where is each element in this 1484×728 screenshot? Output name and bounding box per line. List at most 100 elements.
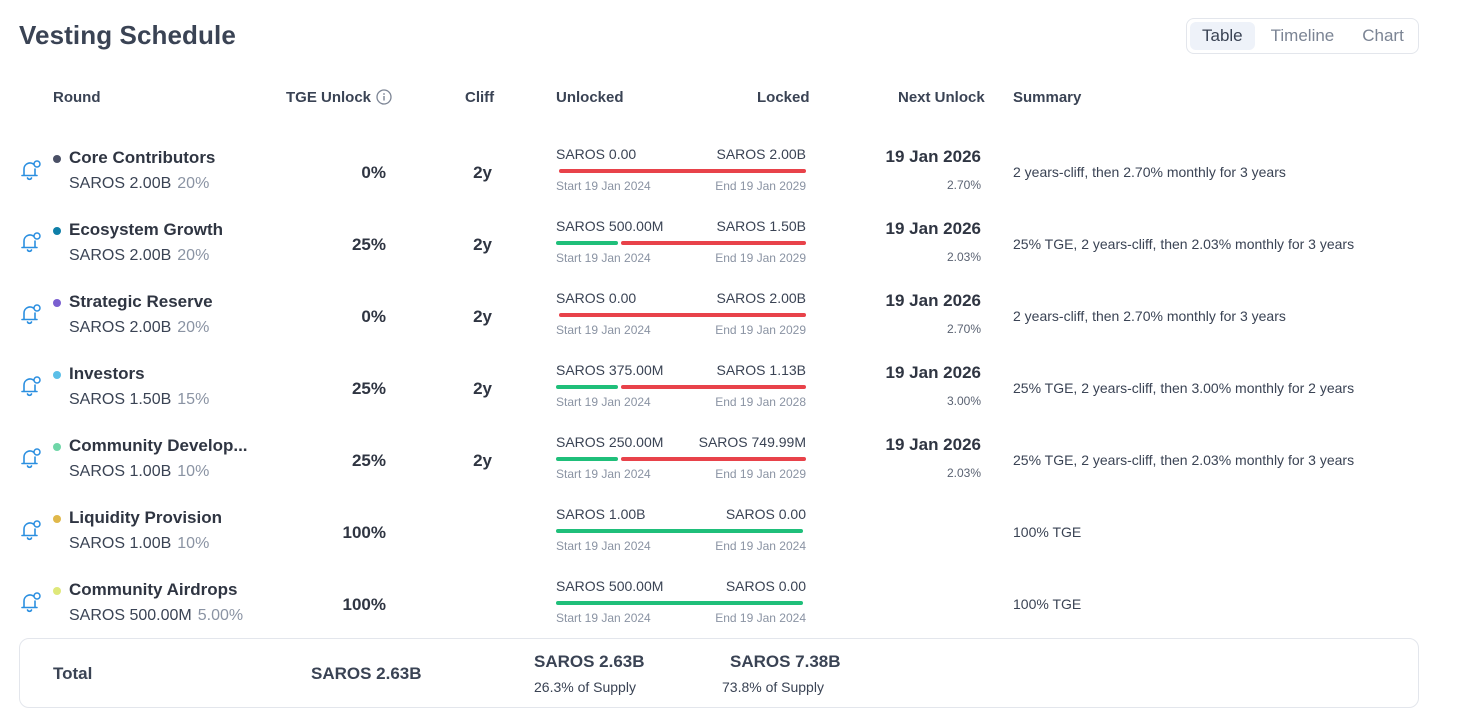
tab-timeline[interactable]: Timeline	[1270, 26, 1335, 45]
vesting-start-date: Start 19 Jan 2024	[556, 611, 651, 625]
locked-amount: SAROS 0.00	[725, 578, 806, 594]
vesting-progress-bar	[556, 601, 806, 605]
locked-bar-segment	[621, 385, 806, 389]
next-unlock-percent: 2.03%	[946, 466, 981, 480]
round-color-dot	[53, 515, 61, 523]
next-unlock-date: 19 Jan 2026	[885, 147, 981, 166]
tge-unlock-value: 25%	[351, 235, 386, 254]
bell-icon[interactable]	[20, 158, 42, 182]
next-unlock-percent: 2.70%	[946, 178, 981, 192]
total-locked-value: SAROS 7.38B	[730, 652, 841, 671]
round-amount: SAROS 2.00B	[69, 247, 172, 264]
total-locked-share: 73.8% of Supply	[722, 679, 824, 695]
round-name: Community Airdrops	[69, 580, 238, 599]
vesting-end-date: End 19 Jan 2029	[715, 323, 806, 337]
vesting-start-date: Start 19 Jan 2024	[556, 251, 651, 265]
vesting-progress-bar	[556, 313, 806, 317]
vesting-progress-bar	[556, 169, 806, 173]
bell-icon[interactable]	[20, 590, 42, 614]
round-allocation: SAROS 1.50B 15%	[69, 391, 209, 409]
table-row: Community Airdrops SAROS 500.00M 5.00% 100%…	[0, 574, 1484, 646]
unlocked-bar-segment	[556, 601, 803, 605]
bell-icon[interactable]	[20, 446, 42, 470]
vesting-start-date: Start 19 Jan 2024	[556, 395, 651, 409]
round-color-dot	[53, 443, 61, 451]
unlocked-bar-segment	[556, 385, 618, 389]
round-share: 15%	[177, 391, 210, 408]
next-unlock-date: 19 Jan 2026	[885, 435, 981, 454]
locked-amount: SAROS 0.00	[725, 506, 806, 522]
view-toggle: Table Timeline Chart	[1186, 18, 1419, 54]
cliff-value: 2y	[473, 235, 492, 254]
next-unlock-percent: 2.70%	[946, 322, 981, 336]
round-color-dot	[53, 371, 61, 379]
vesting-summary: 25% TGE, 2 years-cliff, then 2.03% month…	[1013, 236, 1355, 252]
vesting-progress-bar	[556, 457, 806, 461]
vesting-progress-bar	[556, 385, 806, 389]
round-amount: SAROS 2.00B	[69, 175, 172, 192]
round-amount: SAROS 1.50B	[69, 391, 172, 408]
tge-unlock-value: 100%	[342, 523, 386, 542]
table-row: Ecosystem Growth SAROS 2.00B 20% 25% 2y SAROS…	[0, 214, 1484, 286]
vesting-end-date: End 19 Jan 2029	[715, 467, 806, 481]
vesting-summary: 25% TGE, 2 years-cliff, then 3.00% month…	[1013, 380, 1355, 396]
header-round: Round	[53, 89, 101, 106]
round-share: 10%	[177, 535, 210, 552]
round-amount: SAROS 1.00B	[69, 535, 172, 552]
tab-table[interactable]: Table	[1190, 22, 1255, 50]
vesting-summary: 100% TGE	[1013, 596, 1082, 612]
vesting-start-date: Start 19 Jan 2024	[556, 323, 651, 337]
header-locked: Locked	[757, 89, 810, 106]
round-allocation: SAROS 1.00B 10%	[69, 535, 209, 553]
round-color-dot	[53, 299, 61, 307]
total-unlocked-share: 26.3% of Supply	[534, 679, 636, 695]
tge-unlock-value: 0%	[361, 307, 386, 326]
bell-icon[interactable]	[20, 374, 42, 398]
vesting-end-date: End 19 Jan 2024	[715, 539, 806, 553]
tge-unlock-value: 0%	[361, 163, 386, 182]
next-unlock-percent: 3.00%	[946, 394, 981, 408]
cliff-value: 2y	[473, 451, 492, 470]
total-label: Total	[53, 664, 93, 683]
vesting-progress-bar	[556, 529, 806, 533]
round-color-dot	[53, 587, 61, 595]
round-allocation: SAROS 2.00B 20%	[69, 247, 209, 265]
tge-unlock-value: 100%	[342, 595, 386, 614]
bell-icon[interactable]	[20, 230, 42, 254]
round-name: Liquidity Provision	[69, 508, 223, 527]
round-amount: SAROS 1.00B	[69, 463, 172, 480]
table-row: Investors SAROS 1.50B 15% 25% 2y SAROS 375.00…	[0, 358, 1484, 430]
round-share: 20%	[177, 175, 210, 192]
cliff-value: 2y	[473, 379, 492, 398]
total-tge-value: SAROS 2.63B	[311, 664, 422, 683]
locked-amount: SAROS 2.00B	[716, 146, 807, 162]
page-title: Vesting Schedule	[19, 20, 236, 50]
vesting-summary: 2 years-cliff, then 2.70% monthly for 3 …	[1013, 308, 1286, 324]
next-unlock-date: 19 Jan 2026	[885, 291, 981, 310]
bell-icon[interactable]	[20, 302, 42, 326]
round-name: Community Develop...	[69, 436, 248, 455]
unlocked-amount: SAROS 0.00	[556, 146, 637, 162]
round-name: Ecosystem Growth	[69, 220, 223, 239]
next-unlock-date: 19 Jan 2026	[885, 363, 981, 382]
locked-amount: SAROS 749.99M	[698, 434, 806, 450]
locked-amount: SAROS 2.00B	[716, 290, 807, 306]
locked-bar-segment	[621, 457, 806, 461]
tab-chart[interactable]: Chart	[1362, 26, 1404, 45]
total-row: Total SAROS 2.63B SAROS 2.63B 26.3% of S…	[19, 638, 1419, 708]
bell-icon[interactable]	[20, 518, 42, 542]
header-unlocked: Unlocked	[556, 89, 624, 106]
cliff-value: 2y	[473, 163, 492, 182]
cliff-value: 2y	[473, 307, 492, 326]
round-allocation: SAROS 2.00B 20%	[69, 319, 209, 337]
tge-unlock-value: 25%	[351, 379, 386, 398]
header-cliff: Cliff	[465, 89, 495, 106]
round-color-dot	[53, 155, 61, 163]
info-icon[interactable]	[376, 89, 392, 109]
unlocked-amount: SAROS 500.00M	[556, 578, 664, 594]
tge-unlock-value: 25%	[351, 451, 386, 470]
unlocked-bar-segment	[556, 529, 803, 533]
round-amount: SAROS 500.00M	[69, 607, 192, 624]
table-row: Liquidity Provision SAROS 1.00B 10% 100% SAR…	[0, 502, 1484, 574]
vesting-progress-bar	[556, 241, 806, 245]
